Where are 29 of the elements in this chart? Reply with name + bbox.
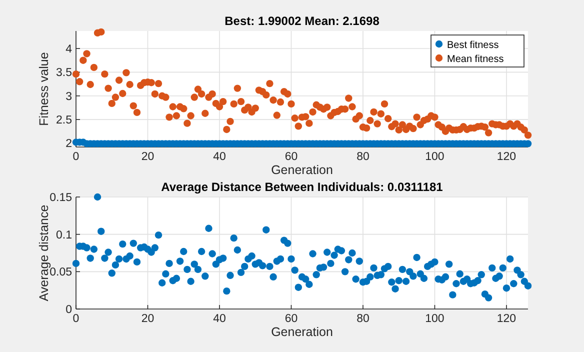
x-tick-label: 100 — [425, 313, 444, 325]
y-tick-label: 0.1 — [56, 229, 72, 242]
x-axis-title: Generation — [271, 325, 333, 339]
x-tick-label: 80 — [356, 313, 370, 325]
chart-title: Best: 1.99002 Mean: 2.1698 — [224, 14, 380, 28]
x-tick-label: 100 — [425, 151, 444, 163]
y-axis-title: Average distance — [37, 204, 51, 302]
legend-label: Best fitness — [447, 40, 499, 51]
y-axis-title: Fitness value — [37, 52, 51, 126]
chart-title: Average Distance Between Individuals: 0.0311181 — [161, 180, 444, 194]
y-tick-label: 2.5 — [56, 114, 72, 127]
x-tick-label: 60 — [284, 151, 298, 163]
x-tick-label: 20 — [141, 151, 154, 163]
x-tick-label: 120 — [496, 313, 516, 325]
legend-label: Mean fitness — [447, 54, 504, 65]
y-tick-label: 0 — [66, 304, 72, 316]
x-tick-label: 120 — [496, 151, 516, 163]
y-tick-label: 4 — [66, 44, 73, 56]
x-tick-label: 80 — [356, 151, 370, 163]
x-tick-label: 60 — [284, 313, 298, 325]
y-tick-label: 0.15 — [50, 192, 72, 204]
y-tick-label: 3.5 — [56, 67, 72, 80]
x-tick-label: 20 — [141, 313, 154, 325]
x-tick-label: 40 — [213, 151, 226, 163]
x-axis-title: Generation — [271, 163, 333, 177]
y-tick-label: 3 — [66, 90, 72, 103]
y-tick-label: 0.05 — [50, 266, 72, 279]
y-tick-label: 2 — [66, 138, 72, 150]
x-tick-label: 40 — [213, 313, 226, 325]
